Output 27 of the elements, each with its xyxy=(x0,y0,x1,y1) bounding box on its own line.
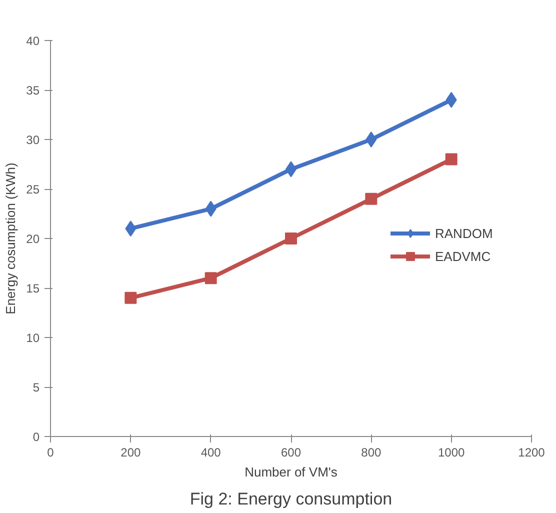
y-tick-label: 5 xyxy=(32,380,40,394)
x-tick-label: 200 xyxy=(120,446,142,460)
x-axis-title: Number of VM's xyxy=(244,464,338,480)
y-tick-label: 10 xyxy=(26,331,40,345)
y-tick-label: 40 xyxy=(26,34,40,48)
x-tick-label: 1200 xyxy=(518,446,546,460)
point xyxy=(445,153,458,166)
y-tick-label: 25 xyxy=(26,182,40,196)
legend-label: EADVMC xyxy=(435,248,491,264)
x-tick-label: 800 xyxy=(361,446,382,460)
x-tick-label: 0 xyxy=(47,446,54,460)
point xyxy=(365,192,378,205)
point xyxy=(366,132,377,148)
point xyxy=(124,292,137,304)
caption: Fig 2: Energy consumption xyxy=(190,490,392,508)
x-tick-label: 400 xyxy=(200,446,222,460)
y-tick-label: 0 xyxy=(32,430,40,444)
y-axis-title: Energy cosumption (KWh) xyxy=(3,162,18,314)
y-tick-label: 15 xyxy=(26,282,40,296)
point xyxy=(204,272,217,284)
x-tick-label: 600 xyxy=(280,446,302,460)
legend-label: RANDOM xyxy=(435,226,493,240)
y-tick-label: 35 xyxy=(26,84,40,98)
point xyxy=(285,232,297,244)
y-tick-label: 20 xyxy=(26,232,40,246)
y-tick-label: 30 xyxy=(26,133,40,147)
x-tick-label: 1000 xyxy=(438,446,466,460)
